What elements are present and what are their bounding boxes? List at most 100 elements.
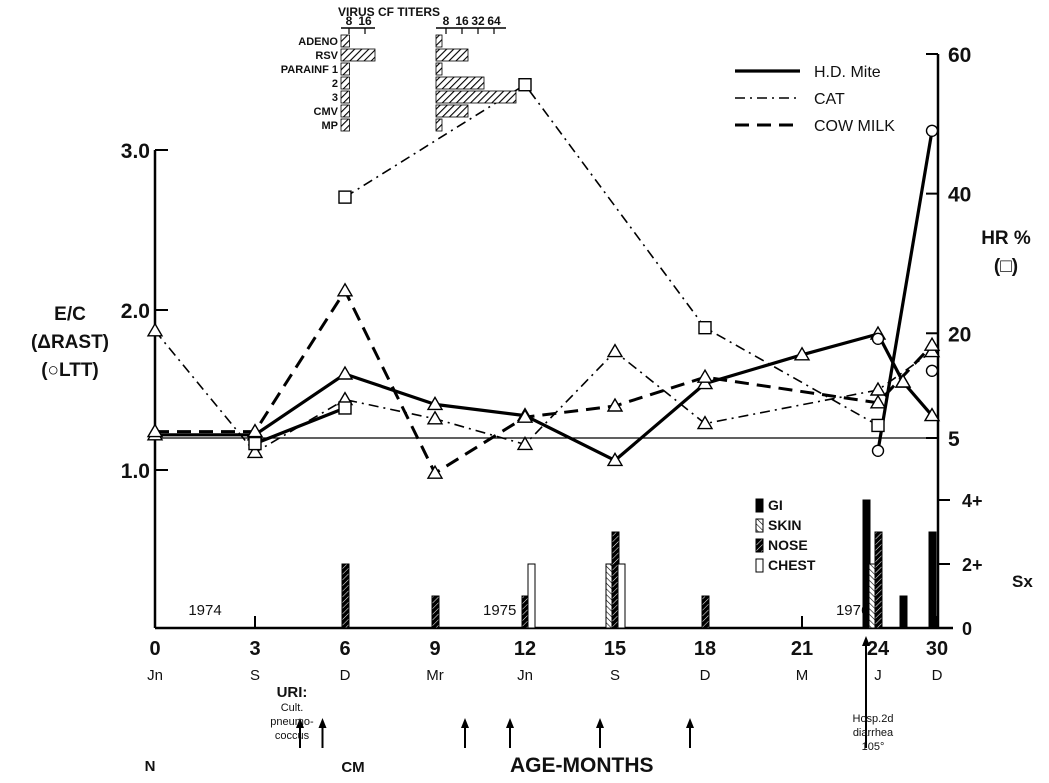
chart-marks: 0Jn3S6D9Mr12Jn15S18D21M24J30D1.02.03.052… xyxy=(121,14,983,776)
series-line xyxy=(254,406,346,446)
legend-label: CAT xyxy=(814,91,845,108)
event-annotation: diarrhea xyxy=(853,727,894,739)
symptom-legend-swatch xyxy=(755,538,764,553)
series-line xyxy=(876,130,934,452)
data-point-square xyxy=(871,418,885,433)
x-tick-sublabel: D xyxy=(340,667,351,684)
virus-left-bar xyxy=(340,104,350,118)
data-point-square xyxy=(338,401,352,415)
x-tick-label: 30 xyxy=(926,638,948,660)
data-point-square xyxy=(338,190,352,204)
y-right-tick-label: 60 xyxy=(948,44,971,67)
virus-left-tick-label: 16 xyxy=(358,14,372,28)
data-point-triangle xyxy=(869,381,887,396)
symptom-legend-label: GI xyxy=(768,497,783,513)
symptom-bar xyxy=(431,595,440,629)
x-tick-sublabel: D xyxy=(932,667,943,684)
virus-left-tick-label: 8 xyxy=(346,14,353,28)
data-point-triangle xyxy=(516,408,534,423)
virus-category-label: CMV xyxy=(314,106,339,118)
virus-left-bar xyxy=(340,48,376,62)
x-tick-sublabel: Mr xyxy=(426,667,444,684)
year-label: 1976 xyxy=(836,602,869,619)
symptom-legend-label: CHEST xyxy=(768,557,816,573)
event-annotation: coccus xyxy=(275,730,310,742)
y-left-title-line1: E/C xyxy=(54,304,86,325)
series-line xyxy=(344,83,879,427)
event-annotation: CM xyxy=(341,759,364,776)
symptom-legend-swatch xyxy=(755,558,764,573)
data-point-triangle xyxy=(426,464,444,479)
virus-right-tick-label: 32 xyxy=(471,14,485,28)
virus-right-tick-label: 8 xyxy=(443,14,450,28)
data-point-circle xyxy=(871,444,885,457)
y-right-tick-label: 20 xyxy=(948,323,971,346)
virus-right-tick-label: 16 xyxy=(455,14,469,28)
symptom-legend-label: NOSE xyxy=(768,537,808,553)
event-arrow-head xyxy=(686,718,694,728)
x-tick-label: 18 xyxy=(694,638,716,660)
year-label: 1974 xyxy=(188,602,221,619)
x-tick-sublabel: S xyxy=(610,667,620,684)
y-right-tick-label: 40 xyxy=(948,184,971,207)
data-point-triangle xyxy=(869,394,887,409)
data-point-triangle xyxy=(606,397,624,412)
data-point-triangle xyxy=(246,423,264,438)
virus-category-label: MP xyxy=(322,120,339,132)
data-point-square xyxy=(698,320,712,335)
x-tick-sublabel: D xyxy=(700,667,711,684)
virus-titers-title: VIRUS CF TITERS xyxy=(338,5,440,19)
virus-right-tick-label: 64 xyxy=(487,14,501,28)
data-point-triangle xyxy=(894,373,912,388)
series-line xyxy=(155,332,905,462)
virus-right-bar xyxy=(435,104,469,118)
virus-left-bar xyxy=(340,118,350,132)
symptom-legend-label: SKIN xyxy=(768,517,801,533)
virus-right-bar xyxy=(435,62,443,76)
data-point-square xyxy=(518,78,532,92)
event-arrow-head xyxy=(318,718,327,728)
data-point-triangle xyxy=(426,410,444,425)
event-annotation: 105° xyxy=(862,741,885,753)
sx-axis-label: Sx xyxy=(1012,572,1033,591)
virus-right-bar xyxy=(435,76,485,90)
data-point-triangle xyxy=(246,444,264,459)
x-tick-sublabel: Jn xyxy=(517,667,533,684)
virus-right-bar xyxy=(435,48,469,62)
x-tick-label: 0 xyxy=(149,638,160,660)
y-left-tick-label: 1.0 xyxy=(121,460,150,483)
symptom-bar xyxy=(874,531,883,629)
event-annotation: N xyxy=(145,758,156,775)
event-annotation: Hosp.2d xyxy=(853,713,894,725)
virus-category-label: RSV xyxy=(315,50,338,62)
x-tick-label: 12 xyxy=(514,638,536,660)
event-arrow-head xyxy=(296,718,304,728)
y-left-title-line2: (ΔRAST) xyxy=(31,332,109,353)
data-point-circle xyxy=(925,364,939,377)
data-point-circle xyxy=(871,332,885,345)
data-point-triangle xyxy=(923,336,941,351)
virus-left-bar xyxy=(340,90,350,104)
virus-category-label: 3 xyxy=(332,92,338,104)
data-point-triangle xyxy=(696,415,714,430)
x-tick-label: 9 xyxy=(429,638,440,660)
virus-right-bar xyxy=(435,118,443,132)
event-annotation: Cult. xyxy=(281,702,304,714)
event-arrow-head xyxy=(461,718,469,728)
x-tick-label: 3 xyxy=(249,638,260,660)
series-line xyxy=(155,289,934,475)
y-right-title-line2: (□) xyxy=(994,256,1018,277)
virus-right-bar xyxy=(435,90,517,104)
legend-label: H.D. Mite xyxy=(814,64,881,81)
virus-left-bar xyxy=(340,34,350,48)
data-point-triangle xyxy=(606,452,624,467)
data-point-triangle xyxy=(426,396,444,411)
data-point-triangle xyxy=(696,368,714,383)
event-arrow-head xyxy=(506,718,514,728)
event-arrow-head xyxy=(862,636,870,646)
data-point-triangle xyxy=(793,346,811,361)
data-point-triangle xyxy=(606,343,624,358)
virus-right-bar xyxy=(435,34,443,48)
